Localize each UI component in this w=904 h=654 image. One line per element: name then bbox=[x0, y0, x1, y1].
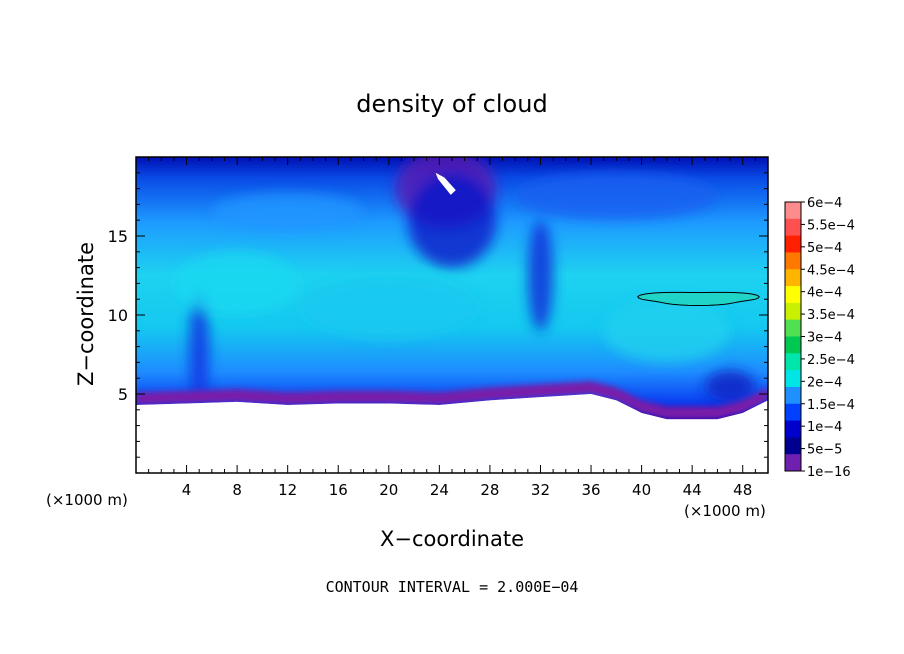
colorbar-label: 6e−4 bbox=[807, 196, 842, 211]
colorbar-swatch bbox=[785, 319, 801, 337]
x-tick-label: 40 bbox=[632, 481, 651, 499]
colorbar-label: 5e−5 bbox=[807, 443, 842, 458]
white-gap bbox=[435, 172, 456, 195]
x-axis: 4 8 12 16 20 24 28 32 36 40 44 48 bbox=[148, 157, 756, 499]
colorbar-label: 1e−4 bbox=[807, 420, 842, 435]
colorbar-label: 1.5e−4 bbox=[807, 398, 855, 413]
x-tick-label: 44 bbox=[683, 481, 702, 499]
chart-title: density of cloud bbox=[356, 90, 547, 118]
colorbar-swatch bbox=[785, 420, 801, 438]
x-unit-right: (×1000 m) bbox=[684, 502, 766, 520]
contour-interval-note: CONTOUR INTERVAL = 2.000E−04 bbox=[326, 578, 579, 596]
x-tick-label: 8 bbox=[232, 481, 242, 499]
colorbar-label: 5e−4 bbox=[807, 241, 842, 256]
colorbar-swatch bbox=[785, 386, 801, 405]
colorbar: 6e−4 5.5e−4 5e−4 4.5e−4 4e−4 3.5e−4 3e−4 2.5e−4… bbox=[784, 196, 855, 480]
field-feature bbox=[173, 251, 301, 315]
colorbar-swatch bbox=[785, 286, 801, 304]
y-tick-label: 15 bbox=[108, 227, 128, 246]
y-tick-label: 5 bbox=[118, 385, 128, 404]
x-tick-label: 4 bbox=[182, 481, 192, 499]
colorbar-swatch bbox=[785, 202, 801, 220]
colorbar-label: 4.5e−4 bbox=[807, 263, 855, 278]
x-tick-label: 16 bbox=[329, 481, 348, 499]
x-tick-label: 48 bbox=[733, 481, 752, 499]
colorbar-swatch bbox=[785, 218, 801, 237]
x-tick-label: 28 bbox=[480, 481, 499, 499]
colorbar-swatch bbox=[785, 235, 801, 253]
field-feature bbox=[407, 172, 497, 268]
colorbar-label: 4e−4 bbox=[807, 286, 842, 301]
field-feature bbox=[189, 291, 210, 402]
colorbar-swatch bbox=[785, 437, 801, 455]
field-feature bbox=[300, 275, 478, 339]
field-feature bbox=[603, 299, 731, 363]
x-tick-label: 20 bbox=[379, 481, 398, 499]
density-field bbox=[136, 157, 768, 473]
cloud-base-band bbox=[136, 381, 768, 420]
x-tick-label: 12 bbox=[278, 481, 297, 499]
x-tick-label: 36 bbox=[581, 481, 600, 499]
colorbar-swatch bbox=[785, 302, 801, 321]
y-tick-label: 10 bbox=[108, 306, 128, 325]
field-feature bbox=[515, 172, 718, 221]
colorbar-label: 5.5e−4 bbox=[807, 218, 855, 233]
x-unit-left: (×1000 m) bbox=[46, 491, 128, 509]
x-tick-label: 24 bbox=[430, 481, 449, 499]
colorbar-swatch bbox=[785, 403, 801, 422]
field-feature bbox=[527, 220, 554, 331]
y-axis: 5 10 15 bbox=[108, 172, 768, 458]
x-axis-label: X−coordinate bbox=[380, 527, 524, 551]
colorbar-swatch bbox=[785, 454, 801, 472]
colorbar-swatch bbox=[785, 336, 801, 354]
colorbar-label: 1e−16 bbox=[807, 465, 851, 480]
x-tick-label: 32 bbox=[531, 481, 550, 499]
colorbar-label: 2.5e−4 bbox=[807, 353, 855, 368]
colorbar-label: 3e−4 bbox=[807, 331, 842, 346]
max-contour bbox=[637, 291, 760, 307]
colorbar-swatch bbox=[785, 252, 801, 270]
colorbar-swatch bbox=[785, 370, 801, 388]
colorbar-swatch bbox=[785, 353, 801, 371]
colorbar-label: 3.5e−4 bbox=[807, 308, 855, 323]
field-feature bbox=[704, 370, 756, 402]
field-feature bbox=[211, 193, 364, 232]
y-axis-label: Z−coordinate bbox=[74, 242, 98, 386]
colorbar-label: 2e−4 bbox=[807, 375, 842, 390]
colorbar-swatch bbox=[785, 269, 801, 287]
